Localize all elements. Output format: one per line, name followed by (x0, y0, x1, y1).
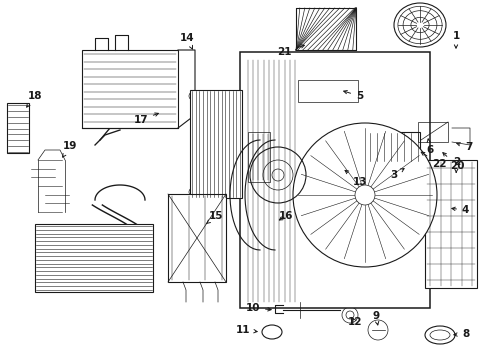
Text: 17: 17 (133, 113, 158, 125)
Bar (424, 160, 476, 288)
Text: 16: 16 (278, 211, 293, 221)
Bar (417, 122, 447, 142)
Circle shape (292, 123, 436, 267)
Text: 2: 2 (452, 157, 459, 173)
Bar (35, 224, 153, 292)
Text: 20: 20 (442, 153, 464, 171)
Text: 18: 18 (27, 91, 42, 107)
Text: 14: 14 (179, 33, 194, 49)
Text: 15: 15 (206, 211, 223, 224)
Text: 11: 11 (235, 325, 257, 335)
Bar (295, 8, 355, 50)
Text: 5: 5 (343, 90, 363, 101)
Text: 19: 19 (62, 141, 77, 157)
Circle shape (354, 185, 374, 205)
Text: 10: 10 (245, 303, 271, 313)
Text: 1: 1 (451, 31, 459, 48)
Bar (367, 132, 419, 162)
Bar (240, 52, 429, 308)
Text: 7: 7 (456, 142, 471, 152)
Bar (7, 103, 29, 153)
Text: 9: 9 (372, 311, 379, 325)
Text: 22: 22 (420, 152, 446, 169)
Bar (168, 194, 225, 282)
Text: 21: 21 (277, 45, 304, 57)
Text: 3: 3 (389, 168, 403, 180)
Polygon shape (82, 50, 178, 128)
Bar (297, 80, 357, 102)
Bar (190, 90, 242, 198)
Text: 12: 12 (347, 317, 362, 327)
Text: 8: 8 (453, 329, 468, 339)
Text: 6: 6 (426, 139, 433, 155)
Text: 13: 13 (345, 170, 367, 187)
Text: 4: 4 (451, 205, 468, 215)
